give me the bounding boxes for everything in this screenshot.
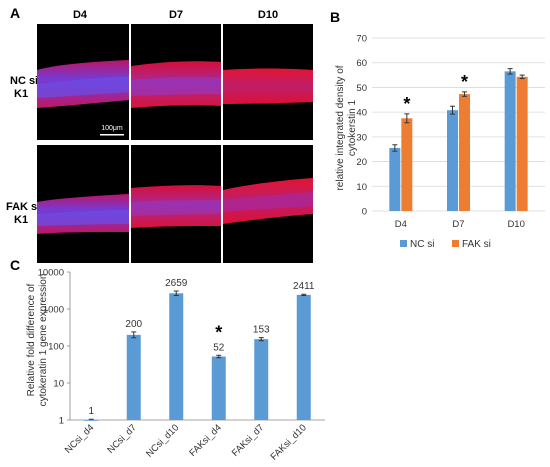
- chart-b-bar: [504, 71, 516, 211]
- chart-b-ytick: 70: [356, 34, 367, 45]
- chart-c-ylabel-line: cytokeratin 1 gene expression: [38, 274, 49, 407]
- chart-b: 0 10 20 30 40 50 60 70 * D4 * D7 D10 NC si FAK si: [356, 34, 545, 250]
- chart-c-ytick: 100: [48, 342, 64, 353]
- chart-c-ylabel-line: Relative fold difference of: [26, 283, 37, 396]
- row-label-nc: NC si: [10, 75, 38, 87]
- micrograph-nc-d10: [223, 24, 313, 140]
- row-label-nc-k1: K1: [14, 88, 28, 100]
- chart-b-ylabel: relative integrated density ofcytokersti…: [335, 65, 358, 190]
- micrograph-fak-d10: [223, 145, 313, 263]
- chart-c-ytick: 10: [53, 379, 64, 390]
- col-label-d10: D10: [258, 9, 278, 21]
- micrograph-nc-d4: 100μm: [37, 24, 129, 140]
- chart-b-legend-label: NC si: [410, 239, 434, 250]
- chart-b-ylabel-line: relative integrated density of: [335, 65, 346, 190]
- chart-c-data-label: 52: [213, 342, 225, 353]
- chart-c-bar: [296, 294, 311, 420]
- micrograph-nc-d7: [131, 24, 221, 140]
- chart-c-xtick: NCsi_d7: [105, 422, 139, 456]
- col-label-d7: D7: [169, 9, 183, 21]
- chart-b-bar: [401, 118, 413, 211]
- panel-b: B relative integrated density ofcytokers…: [330, 9, 545, 250]
- chart-c-ylabel: Relative fold difference ofcytokeratin 1…: [26, 274, 49, 407]
- chart-c-data-label: 2659: [165, 278, 188, 289]
- scale-bar-label: 100μm: [101, 125, 123, 132]
- chart-b-xtick: D10: [507, 219, 524, 230]
- chart-c-ytick: 1: [59, 416, 64, 427]
- panel-c-letter: C: [10, 257, 20, 273]
- chart-b-legend-swatch: [452, 240, 459, 247]
- chart-c-ytick: 10000: [38, 268, 64, 279]
- chart-c-bar: [84, 420, 99, 421]
- chart-b-xtick: D7: [452, 219, 464, 230]
- row-label-fak-k1: K1: [14, 214, 28, 226]
- chart-c-bar: [126, 334, 141, 420]
- chart-b-ylabel-line: cytokerstin 1: [347, 99, 358, 156]
- chart-c-xtick: FAKsi_d7: [230, 422, 267, 459]
- chart-b-bar: [447, 110, 458, 211]
- chart-b-xtick: D4: [395, 219, 407, 230]
- col-label-d4: D4: [73, 9, 88, 21]
- chart-b-bar: [459, 94, 470, 211]
- chart-b-ytick: 50: [356, 83, 367, 94]
- chart-c-ytick: 1000: [43, 305, 64, 316]
- chart-c: 1101001000100001NCsi_d4200NCsi_d72659NCs…: [38, 268, 325, 463]
- chart-c-data-label: 200: [125, 319, 142, 330]
- micrograph-fak-d4: [37, 145, 129, 263]
- chart-c-data-label: 153: [253, 325, 270, 336]
- chart-b-ytick: 30: [356, 132, 367, 143]
- chart-b-legend-label: FAK si: [462, 239, 491, 250]
- panel-b-letter: B: [330, 9, 340, 25]
- panel-a: A D4 D7 D10 NC si K1 FAK si K1 100μm: [6, 5, 313, 263]
- chart-b-legend-swatch: [400, 240, 407, 247]
- chart-c-data-label: 2411: [293, 281, 315, 292]
- panel-a-letter: A: [10, 5, 20, 21]
- chart-c-data-label: 1: [88, 406, 94, 417]
- chart-b-bar: [516, 76, 528, 212]
- chart-c-significance: *: [215, 322, 222, 342]
- chart-c-xtick: FAKsi_d10: [269, 422, 309, 462]
- chart-c-xtick: NCsi_d4: [63, 422, 97, 456]
- chart-c-bar: [254, 339, 269, 420]
- chart-b-ytick: 20: [356, 157, 367, 168]
- chart-b-bar: [389, 147, 401, 211]
- chart-b-ytick: 0: [362, 207, 367, 218]
- chart-b-significance: *: [461, 72, 468, 92]
- chart-b-ytick: 60: [356, 58, 367, 69]
- chart-b-ytick: 40: [356, 108, 367, 119]
- chart-c-xtick: FAKsi_d4: [187, 422, 224, 459]
- chart-b-significance: *: [403, 94, 410, 114]
- row-label-fak: FAK si: [6, 201, 40, 213]
- micrograph-fak-d7: [131, 145, 221, 263]
- panel-c: C Relative fold difference ofcytokeratin…: [10, 257, 325, 463]
- chart-b-ytick: 10: [356, 182, 367, 193]
- chart-c-bar: [211, 356, 226, 420]
- chart-c-bar: [169, 293, 184, 420]
- chart-c-xtick: NCsi_d10: [144, 422, 181, 459]
- scale-bar: [100, 134, 124, 136]
